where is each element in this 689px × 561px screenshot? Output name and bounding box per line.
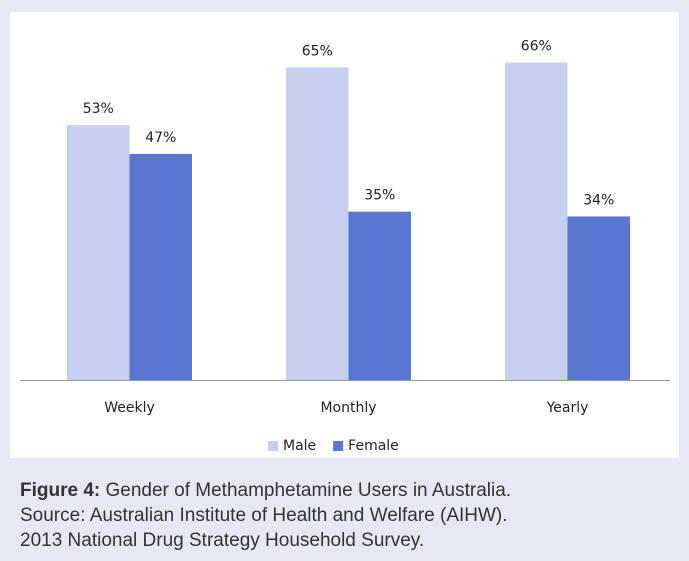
caption-text: Gender of Methamphetamine Users in Austr…	[106, 480, 512, 501]
legend-label: Female	[348, 438, 399, 454]
caption-line: Figure 4: Gender of Methamphetamine User…	[20, 480, 511, 501]
bar	[567, 216, 630, 380]
legend-label: Male	[283, 438, 316, 454]
data-label: 65%	[302, 43, 333, 59]
bar	[505, 62, 568, 380]
bar	[348, 211, 411, 380]
x-tick-label: Yearly	[546, 400, 589, 416]
caption-line: 2013 National Drug Strategy Household Su…	[20, 530, 424, 551]
legend-swatch	[333, 441, 344, 451]
bar	[129, 153, 192, 380]
data-label: 66%	[521, 39, 552, 55]
legend-swatch	[268, 441, 278, 451]
bar	[67, 125, 130, 380]
data-label: 35%	[364, 188, 395, 204]
caption-label: Figure 4:	[20, 480, 100, 501]
data-label: 34%	[583, 192, 614, 208]
data-label: 47%	[145, 130, 176, 146]
bar	[286, 67, 349, 380]
x-tick-label: Monthly	[320, 400, 376, 416]
x-tick-label: Weekly	[104, 400, 155, 416]
caption-line: Source: Australian Institute of Health a…	[20, 505, 508, 526]
data-label: 53%	[83, 101, 114, 117]
